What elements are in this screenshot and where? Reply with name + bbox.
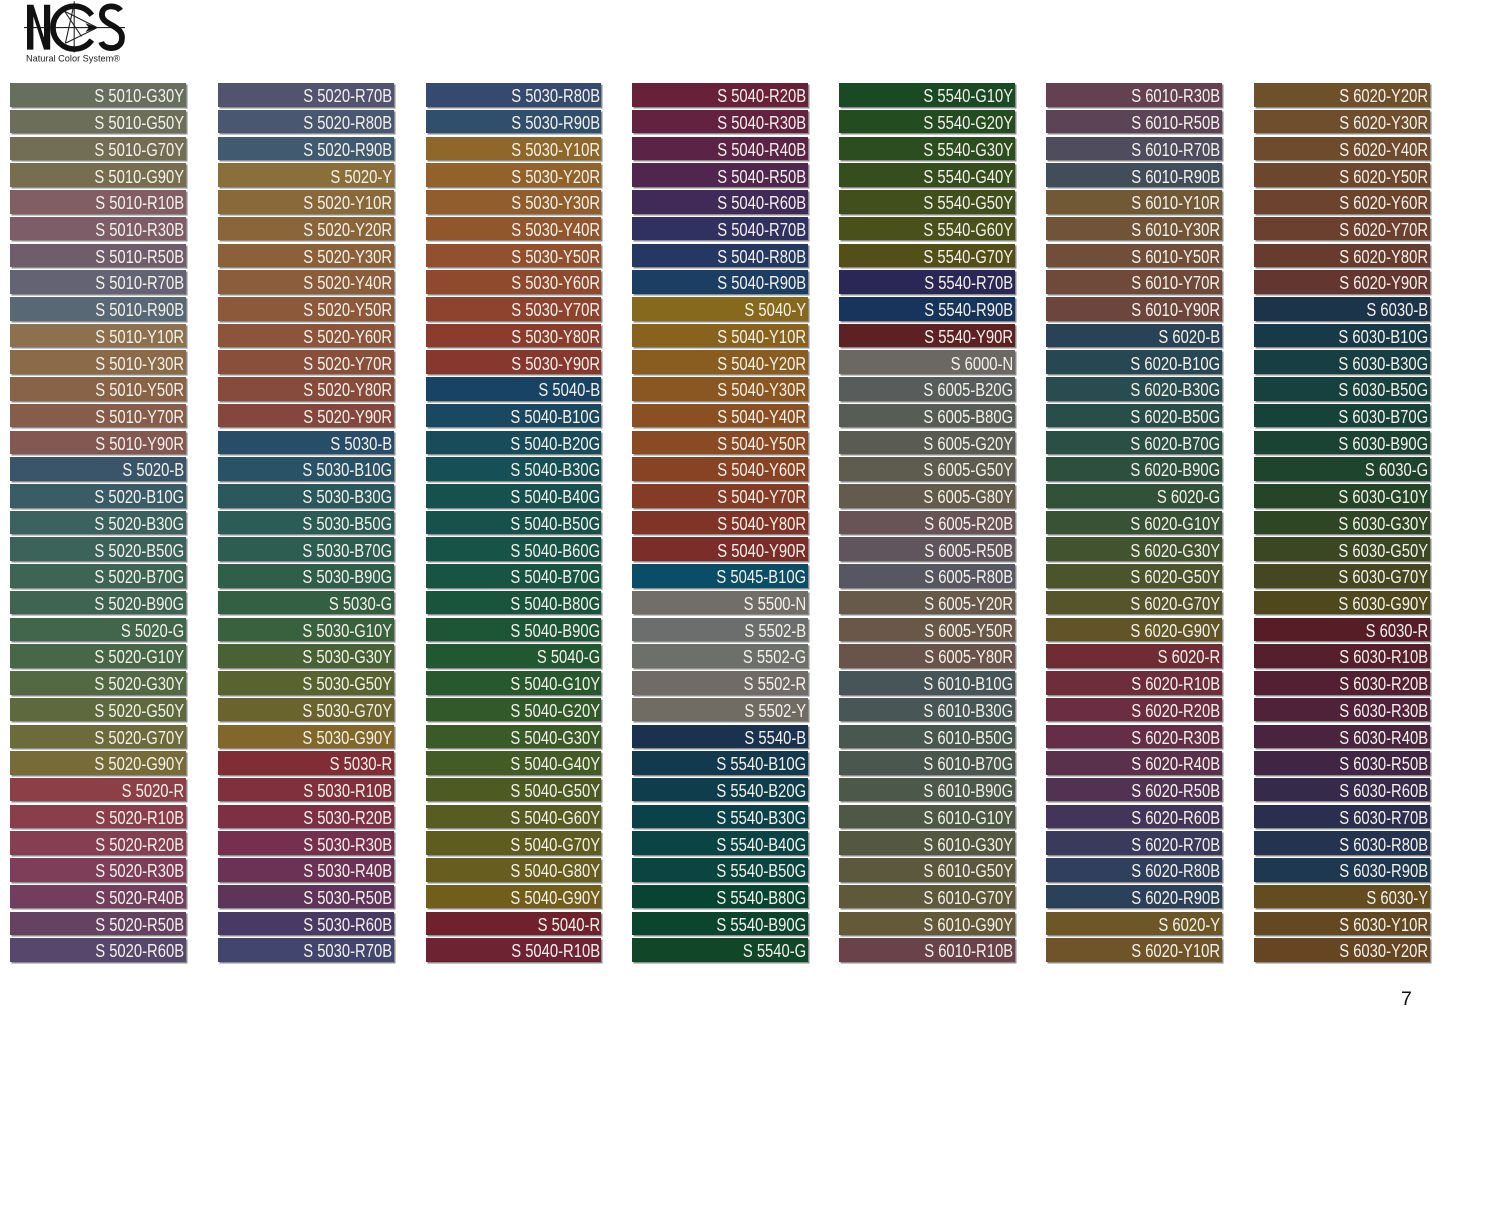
svg-text:Natural Color System®: Natural Color System® (26, 54, 120, 64)
